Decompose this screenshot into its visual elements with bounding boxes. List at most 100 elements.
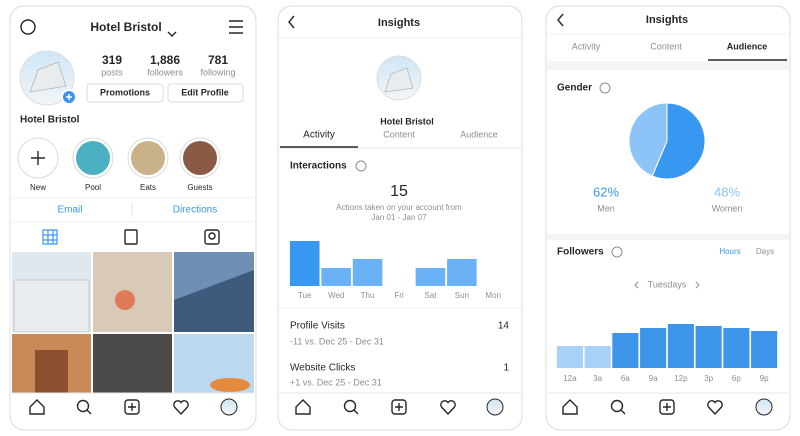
activity-icon[interactable] bbox=[173, 400, 189, 416]
x-tick-label: 9a bbox=[649, 374, 658, 383]
bar bbox=[584, 346, 611, 368]
metric-label: Website Clicks bbox=[290, 363, 355, 374]
pie-slice bbox=[651, 102, 706, 180]
activity-screen: Insights Hotel Bristol Activity Content … bbox=[279, 15, 521, 387]
x-tick-label: 12p bbox=[674, 374, 688, 383]
bar bbox=[556, 346, 583, 368]
highlight-label: Pool bbox=[85, 183, 101, 192]
highlight-label: New bbox=[30, 183, 46, 192]
search-icon[interactable] bbox=[76, 399, 90, 413]
button[interactable] bbox=[86, 83, 164, 103]
photo-detail bbox=[115, 290, 135, 310]
profile-icon[interactable] bbox=[220, 398, 238, 416]
add-badge-plus bbox=[66, 94, 72, 100]
bar bbox=[415, 268, 446, 286]
tab[interactable]: Activity bbox=[303, 130, 335, 141]
next-icon[interactable] bbox=[695, 281, 700, 289]
section-heading: Interactions bbox=[290, 161, 347, 172]
username: Hotel Bristol bbox=[90, 20, 161, 34]
grid-tab[interactable] bbox=[42, 229, 58, 245]
link[interactable]: Email bbox=[57, 205, 82, 216]
new-post-icon[interactable] bbox=[391, 399, 407, 415]
stat-label: following bbox=[200, 67, 235, 77]
highlight-image bbox=[76, 141, 110, 175]
activity-icon[interactable] bbox=[707, 400, 723, 416]
button-label: Edit Profile bbox=[181, 87, 229, 97]
bar bbox=[447, 259, 477, 286]
feed-tab[interactable] bbox=[124, 229, 138, 245]
photo-detail bbox=[13, 279, 90, 333]
interactions-chart: Tue Wed Thu Fri Sat Sun Mon bbox=[289, 241, 501, 300]
bar bbox=[723, 328, 750, 368]
x-tick-label: 6a bbox=[621, 374, 630, 383]
info-icon[interactable] bbox=[611, 246, 623, 258]
x-tick-label: Sat bbox=[424, 291, 437, 300]
stat-label: followers bbox=[147, 67, 183, 77]
search-icon[interactable] bbox=[610, 399, 624, 413]
phone bbox=[545, 5, 791, 431]
back-icon[interactable] bbox=[288, 15, 295, 29]
tagged-tab[interactable] bbox=[204, 229, 220, 245]
photo[interactable] bbox=[93, 334, 172, 393]
day-selector: Tuesdays bbox=[648, 279, 687, 289]
menu-icon[interactable] bbox=[229, 20, 243, 34]
tab[interactable]: Audience bbox=[460, 129, 498, 139]
metric-value: 1 bbox=[503, 363, 509, 374]
legend-label: Women bbox=[712, 203, 743, 213]
stat-value: 319 bbox=[102, 53, 122, 67]
photo[interactable] bbox=[93, 252, 172, 332]
avatar-building bbox=[29, 61, 67, 93]
photo-detail bbox=[210, 378, 250, 392]
bar bbox=[667, 324, 694, 368]
audience-screen: Insights Activity Content Audience Gende… bbox=[547, 13, 789, 383]
profile-icon[interactable] bbox=[755, 398, 773, 416]
new-post-icon[interactable] bbox=[659, 399, 675, 415]
bar bbox=[321, 268, 351, 286]
home-icon[interactable] bbox=[562, 399, 578, 415]
separator bbox=[547, 61, 789, 70]
value-label: 62% bbox=[593, 184, 619, 199]
home-icon[interactable] bbox=[29, 399, 45, 415]
new-post-plus bbox=[395, 403, 403, 411]
avatar-building bbox=[384, 67, 414, 93]
x-tick-label: Sun bbox=[455, 291, 469, 300]
bar bbox=[289, 241, 320, 286]
profile-icon[interactable] bbox=[486, 398, 504, 416]
toggle[interactable]: Hours bbox=[719, 247, 740, 256]
total: 15 bbox=[390, 183, 408, 200]
search-icon-handle bbox=[86, 409, 92, 415]
chevron[interactable] bbox=[167, 31, 177, 37]
activity-icon[interactable] bbox=[440, 400, 456, 416]
phone bbox=[277, 5, 523, 431]
x-tick-label: Fri bbox=[394, 291, 404, 300]
tab[interactable]: Activity bbox=[572, 41, 601, 51]
caption: Jan 01 - Jan 07 bbox=[371, 213, 427, 222]
pie-slice bbox=[628, 102, 668, 177]
separator bbox=[547, 234, 789, 240]
highlight-label: Guests bbox=[187, 183, 212, 192]
prev-icon[interactable] bbox=[634, 281, 639, 289]
bar bbox=[352, 259, 383, 286]
x-tick-label: Thu bbox=[361, 291, 375, 300]
new-post-icon[interactable] bbox=[124, 399, 140, 415]
button[interactable] bbox=[167, 83, 244, 103]
followers-chart: 12a 3a 6a 9a 12p 3p 6p 9p bbox=[556, 324, 778, 383]
tab[interactable]: Content bbox=[383, 129, 415, 139]
tab[interactable]: Content bbox=[650, 41, 682, 51]
info-icon[interactable] bbox=[599, 82, 611, 94]
link[interactable]: Directions bbox=[173, 205, 217, 216]
x-tick-label: 12a bbox=[563, 374, 577, 383]
profile-name: Hotel Bristol bbox=[20, 115, 80, 126]
photo-detail bbox=[35, 350, 68, 393]
search-icon[interactable] bbox=[343, 399, 357, 413]
caption: Actions taken on your account from bbox=[336, 203, 462, 212]
profile-screen: Hotel Bristol 319 posts 1,886 followers … bbox=[12, 19, 254, 393]
info-icon[interactable] bbox=[355, 160, 367, 172]
tab[interactable]: Audience bbox=[727, 41, 768, 51]
toggle[interactable]: Days bbox=[756, 247, 774, 256]
back-icon[interactable] bbox=[557, 13, 564, 27]
highlight-label: Eats bbox=[140, 183, 156, 192]
button-label: Promotions bbox=[100, 87, 150, 97]
history-icon[interactable] bbox=[20, 19, 36, 35]
home-icon[interactable] bbox=[295, 399, 311, 415]
